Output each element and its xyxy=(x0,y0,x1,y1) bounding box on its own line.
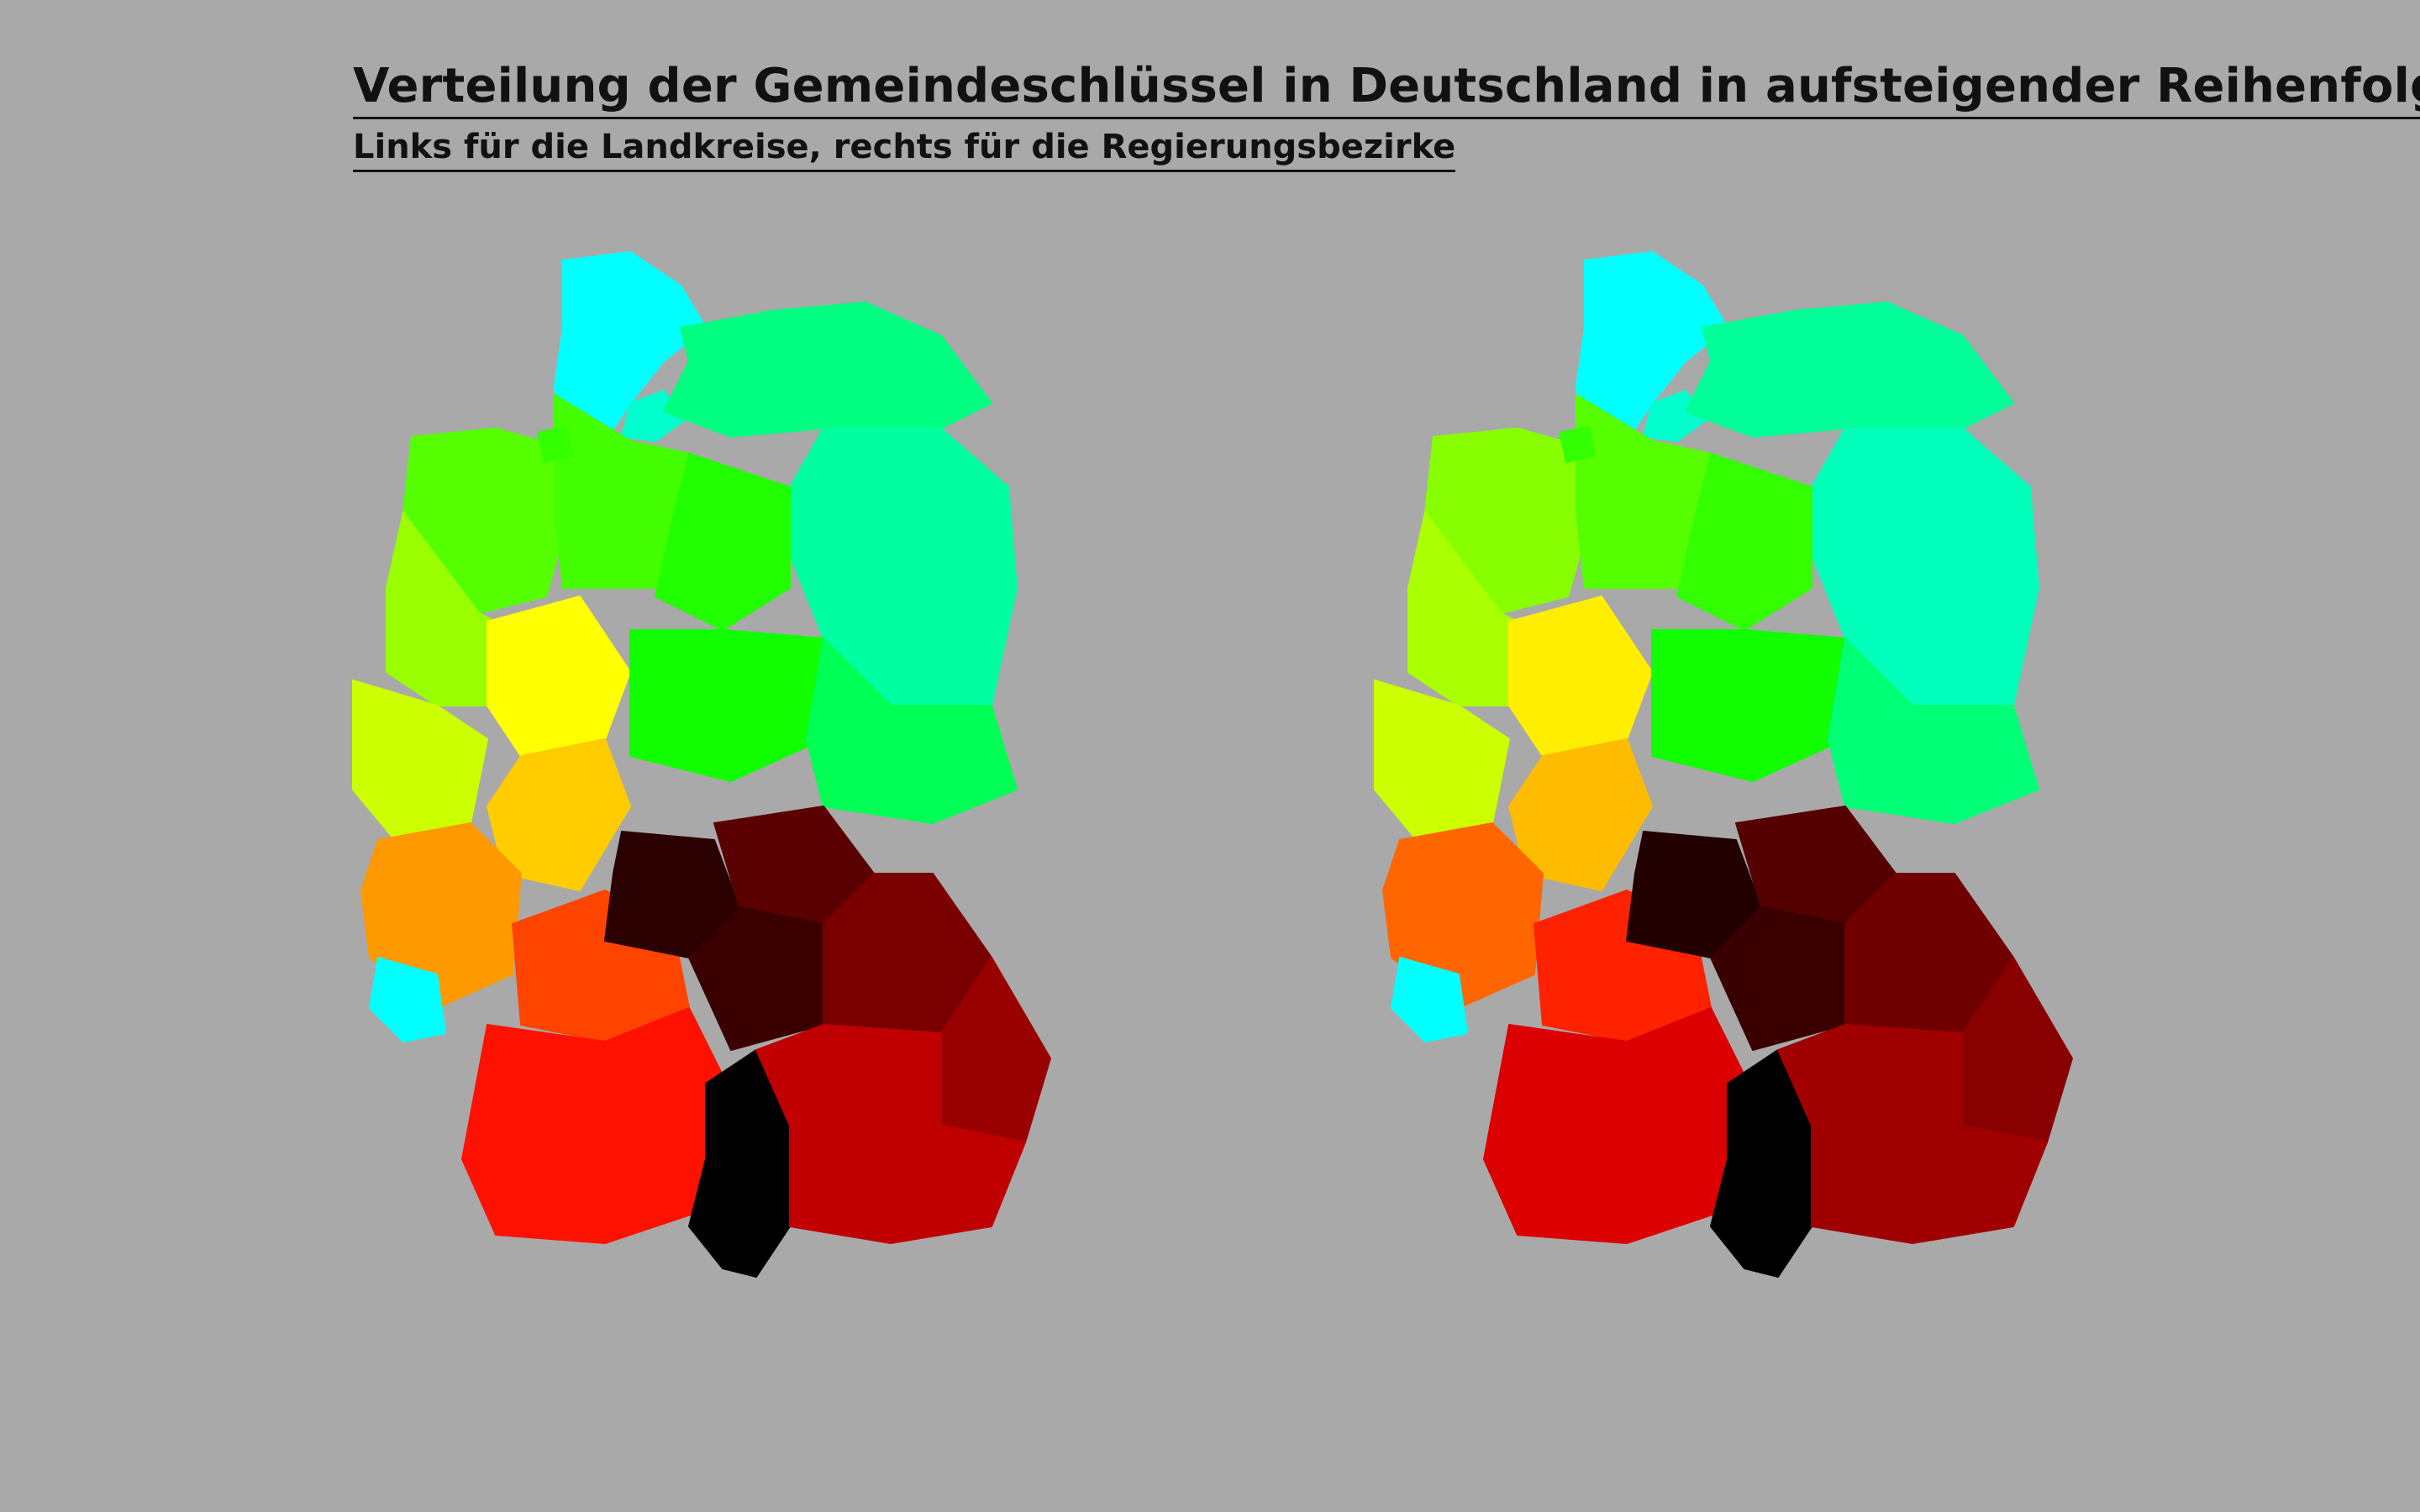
region-mecklenburg-vorpommern xyxy=(663,302,992,438)
region-hessen-nord xyxy=(1508,596,1653,757)
map-svg-regierungsbezirke xyxy=(1374,251,2073,1278)
region-bayern-oberbayern xyxy=(1777,1024,2048,1244)
region-hessen-sued xyxy=(1508,738,1653,891)
map-landkreise xyxy=(336,227,1118,1285)
region-mecklenburg-vorpommern xyxy=(1685,302,2014,438)
region-thueringen xyxy=(1651,629,1846,782)
region-bremen xyxy=(537,426,574,463)
region-sachsen xyxy=(806,638,1018,824)
region-hessen-sued xyxy=(487,738,631,891)
page-title: Verteilung der Gemeindeschlüssel in Deut… xyxy=(353,59,2420,119)
page-subtitle: Links für die Landkreise, rechts für die… xyxy=(353,128,1456,172)
region-saarland xyxy=(369,957,446,1042)
region-baden-wuerttemberg-sued xyxy=(1483,1007,1745,1244)
region-saarland xyxy=(1391,957,1468,1042)
map-svg-landkreise xyxy=(352,251,1051,1278)
region-bayern-oberbayern xyxy=(755,1024,1026,1244)
region-baden-wuerttemberg-sued xyxy=(461,1007,723,1244)
region-rheinland-pfalz xyxy=(360,822,522,1009)
region-rheinland-pfalz xyxy=(1382,822,1544,1009)
region-hessen-nord xyxy=(487,596,631,757)
region-thueringen xyxy=(629,629,824,782)
map-regierungsbezirke xyxy=(1358,227,2139,1285)
region-bremen xyxy=(1559,426,1596,463)
region-sachsen xyxy=(1828,638,2039,824)
